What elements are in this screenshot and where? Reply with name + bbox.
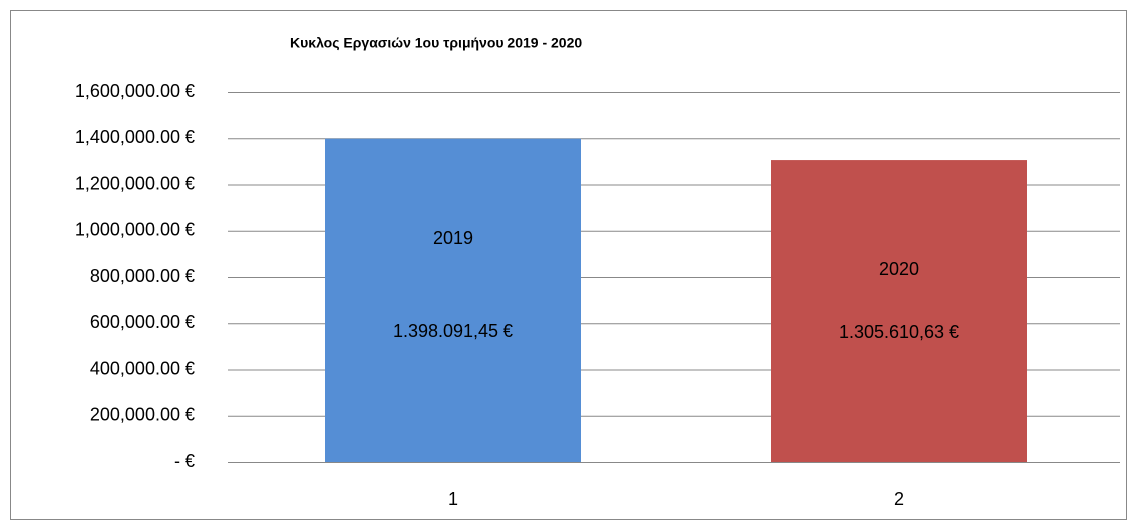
y-tick-label: 1,400,000.00 € (75, 127, 195, 147)
y-tick-label: - € (174, 451, 195, 471)
y-tick-label: 200,000.00 € (90, 405, 195, 425)
value-label: 1.398.091,45 € (393, 321, 513, 341)
bar-label: 2019 (433, 228, 473, 248)
y-tick-label: 800,000.00 € (90, 266, 195, 286)
y-tick-label: 400,000.00 € (90, 358, 195, 378)
bar (771, 160, 1027, 462)
x-tick-label: 1 (448, 489, 458, 509)
bar (325, 138, 581, 462)
y-tick-label: 1,000,000.00 € (75, 220, 195, 240)
y-tick-label: 600,000.00 € (90, 312, 195, 332)
chart-title: Κυκλος Εργασιών 1ου τριμήνου 2019 - 2020 (290, 35, 582, 51)
y-tick-label: 1,600,000.00 € (75, 81, 195, 101)
bar-label: 2020 (879, 259, 919, 279)
value-label: 1.305.610,63 € (839, 322, 959, 342)
x-tick-label: 2 (894, 489, 904, 509)
y-tick-label: 1,200,000.00 € (75, 173, 195, 193)
